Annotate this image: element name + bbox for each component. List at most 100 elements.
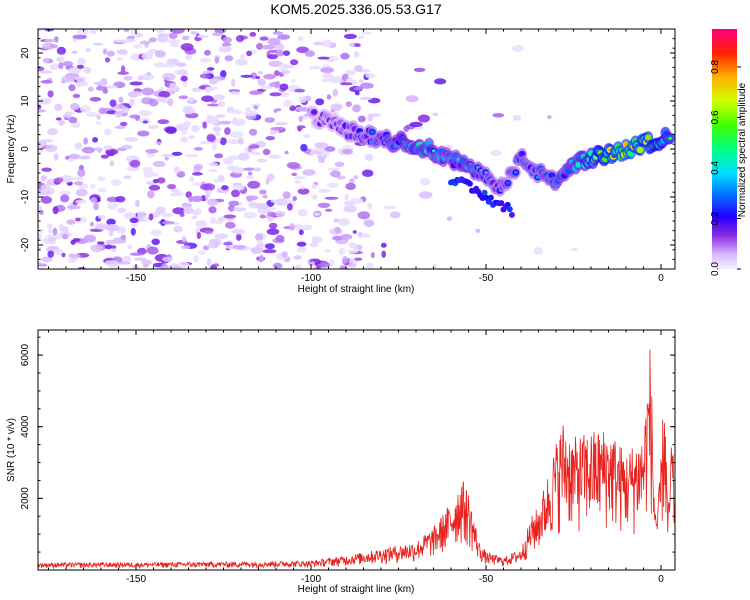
spectrogram-cell: [357, 115, 366, 123]
spectrogram-cell: [225, 221, 236, 229]
spectrogram-cell: [95, 85, 108, 91]
spectrogram-cell: [298, 96, 307, 103]
spectrogram-cell: [118, 261, 131, 265]
spectrogram-cell: [309, 151, 322, 155]
spectrogram-cell: [213, 178, 220, 183]
spectrogram-cell: [354, 43, 361, 47]
spectrogram-cell: [296, 241, 307, 247]
spectrogram-cell: [191, 215, 198, 220]
spectrogram-cell: [41, 256, 53, 263]
spectrogram-cell: [208, 162, 218, 167]
spectrogram-cell: [318, 188, 331, 193]
spectrogram-cell: [181, 245, 191, 250]
spectrogram-cell: [178, 95, 189, 100]
spectrogram-cell: [89, 97, 102, 102]
spectrogram-cell: [324, 249, 331, 253]
spectrogram-cell: [237, 137, 244, 145]
spectrogram-cell: [322, 39, 333, 48]
spectrogram-cell: [183, 208, 195, 214]
colorbar-tick-label: 0.0: [710, 262, 721, 276]
spectrogram-cell: [61, 75, 75, 82]
spectrogram-cell: [130, 227, 136, 236]
spectrogram-cell: [214, 233, 229, 240]
spectrogram-cell: [180, 75, 188, 82]
spectrogram-cell: [274, 70, 280, 77]
spectrogram-cell: [68, 84, 76, 92]
spectrogram-cell: [349, 178, 355, 184]
spectrogram-cell: [117, 207, 126, 213]
spectrogram-cell: [193, 147, 204, 151]
spectrogram-cell: [417, 114, 430, 123]
spectrogram-cell: [90, 197, 98, 204]
spectrogram-cell: [208, 169, 217, 173]
spectrogram-cell: [353, 51, 360, 58]
spectrogram-x-label: Height of straight line (km): [298, 284, 415, 295]
x-tick-label: -50: [479, 574, 494, 585]
spectrogram-cell: [506, 206, 513, 213]
spectrogram-cell: [123, 76, 133, 81]
spectrogram-cell: [46, 96, 52, 104]
spectrogram-cell: [209, 78, 221, 82]
spectrogram-cell: [167, 98, 174, 107]
spectrogram-cell: [148, 98, 159, 107]
spectrogram-cell: [272, 262, 283, 269]
spectrogram-cell: [146, 246, 159, 255]
spectrogram-cell: [72, 38, 77, 42]
spectrogram-cell: [62, 233, 69, 240]
spectrogram-cell: [116, 57, 124, 61]
spectrogram-cell: [343, 29, 351, 33]
spectrogram-cell: [299, 224, 313, 231]
spectrogram-cell: [262, 194, 268, 199]
spectrogram-cell: [39, 228, 45, 234]
spectrogram-cell: [129, 217, 139, 224]
y-tick-label: 4000: [20, 415, 31, 438]
spectrogram-cell: [367, 114, 374, 122]
spectrogram-cell: [490, 149, 502, 156]
spectrogram-cell: [275, 122, 288, 126]
y-tick-label: -20: [20, 237, 31, 252]
spectrogram-cell: [103, 128, 112, 136]
spectrogram-cell: [76, 80, 88, 87]
spectrogram-cell: [289, 105, 296, 112]
spectrogram-cell: [354, 257, 363, 261]
spectrogram-cell: [342, 148, 353, 155]
spectrogram-cell: [111, 245, 117, 250]
spectrogram-cell: [214, 153, 224, 159]
spectrogram-cell: [38, 204, 43, 212]
spectrogram-cell: [243, 212, 257, 219]
spectrogram-cell: [145, 172, 159, 177]
spectrogram-cell: [264, 117, 276, 123]
spectrogram-cell: [155, 96, 167, 102]
spectrogram-cell: [87, 86, 94, 92]
spectrogram-cell: [311, 194, 318, 200]
spectrogram-cell: [129, 252, 144, 256]
spectrogram-cell: [63, 113, 72, 119]
spectrogram-cell: [158, 86, 164, 92]
spectrogram-cell: [261, 85, 272, 90]
spectrogram-cell: [47, 237, 57, 242]
spectrogram-cell: [215, 114, 226, 118]
spectrogram-cell: [326, 55, 339, 62]
spectrogram-cell: [302, 169, 316, 176]
spectrogram-cell: [232, 244, 246, 250]
y-tick-label: 0: [20, 146, 31, 152]
spectrogram-cell: [122, 255, 132, 264]
spectrogram-cell: [109, 160, 115, 167]
spectrogram-cell: [231, 78, 236, 87]
spectrogram-cell: [66, 219, 76, 225]
x-tick-label: 0: [658, 273, 664, 284]
spectrogram-cell: [214, 132, 221, 137]
spectrogram-cell: [75, 188, 88, 197]
spectrogram-cell: [321, 78, 334, 83]
spectrogram-cell: [203, 86, 214, 93]
spectrogram-cell: [179, 212, 185, 217]
colorbar-label: Normalized spectral amplitude: [737, 82, 748, 217]
spectrogram-cell: [338, 218, 350, 226]
spectrogram-cell: [68, 158, 74, 162]
spectrogram-cell: [263, 73, 276, 80]
spectrogram-cell: [294, 88, 306, 93]
spectrogram-cell: [231, 109, 243, 115]
spectrogram-cell: [100, 154, 109, 159]
spectrogram-cell: [475, 228, 481, 233]
spectrogram-cell: [102, 48, 108, 55]
